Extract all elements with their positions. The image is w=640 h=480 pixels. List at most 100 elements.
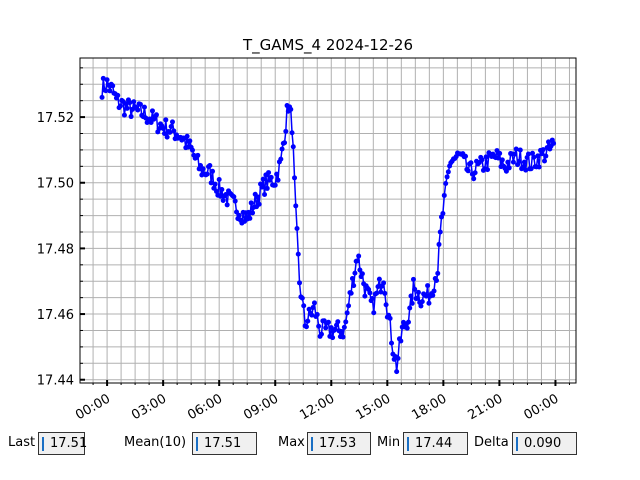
data-point (123, 101, 129, 107)
data-point (374, 290, 380, 296)
data-point (394, 369, 400, 375)
data-point (305, 318, 311, 324)
data-point (513, 146, 519, 152)
data-point (472, 170, 478, 176)
data-point (356, 253, 362, 259)
x-tick-label: 15:00 (353, 391, 393, 423)
data-point (268, 174, 274, 180)
data-point (405, 319, 411, 325)
data-point (528, 166, 534, 172)
data-point (357, 267, 363, 273)
chart: 00:00 03:00 06:00 09:00 12:00 15:00 18:00 21:00… (37, 36, 577, 423)
data-point (419, 299, 425, 305)
data-point (346, 303, 352, 309)
data-point (510, 159, 516, 165)
data-point (325, 319, 331, 325)
data-point (127, 100, 133, 106)
data-point (141, 104, 147, 110)
data-point (168, 124, 174, 130)
data-point (539, 151, 545, 157)
data-point (256, 201, 262, 207)
data-point (516, 158, 522, 164)
data-point (389, 340, 395, 346)
data-point (219, 187, 225, 193)
data-point (352, 270, 358, 276)
data-point (275, 177, 281, 183)
data-point (197, 163, 203, 169)
data-point (301, 303, 307, 309)
data-point (299, 295, 305, 301)
last-field[interactable]: 17.51 (38, 432, 87, 455)
data-point (376, 276, 382, 282)
data-point (290, 144, 296, 150)
data-point (160, 125, 166, 131)
max-field[interactable]: 17.53 (307, 432, 371, 455)
data-point (339, 329, 345, 335)
data-point (306, 306, 312, 312)
y-tick-label: 17.46 (37, 308, 74, 323)
data-point (332, 326, 338, 332)
data-point (103, 88, 109, 94)
data-point (441, 192, 447, 198)
data-point (220, 198, 226, 204)
data-point (340, 334, 346, 340)
data-point (412, 286, 418, 292)
data-point (124, 105, 130, 111)
data-point (499, 157, 505, 163)
data-point (479, 157, 485, 163)
data-point (485, 167, 491, 173)
data-point (445, 169, 451, 175)
data-point (266, 170, 272, 176)
data-point (344, 310, 350, 316)
data-point (234, 209, 240, 215)
data-point (529, 150, 535, 156)
x-tick-label: 18:00 (409, 391, 449, 423)
data-point (383, 302, 389, 308)
data-point (443, 180, 449, 186)
x-tick-label: 00:00 (522, 391, 562, 423)
mean-field[interactable]: 17.51 (192, 432, 257, 455)
data-point (121, 112, 127, 118)
data-point (310, 304, 316, 310)
data-point (463, 153, 469, 159)
data-point (367, 290, 373, 296)
max-label: Max (278, 435, 305, 450)
data-point (398, 338, 404, 344)
data-point (259, 184, 265, 190)
x-tick-label: 12:00 (297, 391, 337, 423)
data-point (153, 112, 159, 118)
data-point (149, 108, 155, 114)
data-point (309, 312, 315, 318)
plot-frame (79, 57, 577, 384)
y-tick-label: 17.44 (37, 374, 74, 389)
data-point (264, 185, 270, 191)
data-point (297, 280, 303, 286)
data-point (204, 171, 210, 177)
mean-label: Mean(10) (124, 435, 187, 450)
x-tick-label: 09:00 (241, 391, 281, 423)
data-point (423, 293, 429, 299)
data-point (272, 182, 278, 188)
grid (80, 58, 576, 383)
delta-field[interactable]: 0.090 (512, 432, 577, 455)
data-point (282, 140, 288, 146)
data-point (343, 319, 349, 325)
data-point (495, 155, 501, 161)
data-point (354, 258, 360, 264)
data-point (440, 211, 446, 217)
data-point (167, 129, 173, 135)
min-field[interactable]: 17.44 (403, 432, 468, 455)
data-point (131, 99, 137, 105)
data-point (436, 241, 442, 247)
data-point (187, 138, 193, 144)
series-t-gams-4 (99, 75, 557, 375)
chart-title: T_GAMS_4 2024-12-26 (242, 36, 413, 55)
data-point (311, 300, 317, 306)
data-point (248, 200, 254, 206)
data-point (407, 305, 413, 311)
x-tick-label: 21:00 (465, 391, 505, 423)
data-point (279, 146, 285, 152)
data-point (246, 209, 252, 215)
delta-label: Delta (474, 435, 509, 450)
data-point (435, 270, 441, 276)
